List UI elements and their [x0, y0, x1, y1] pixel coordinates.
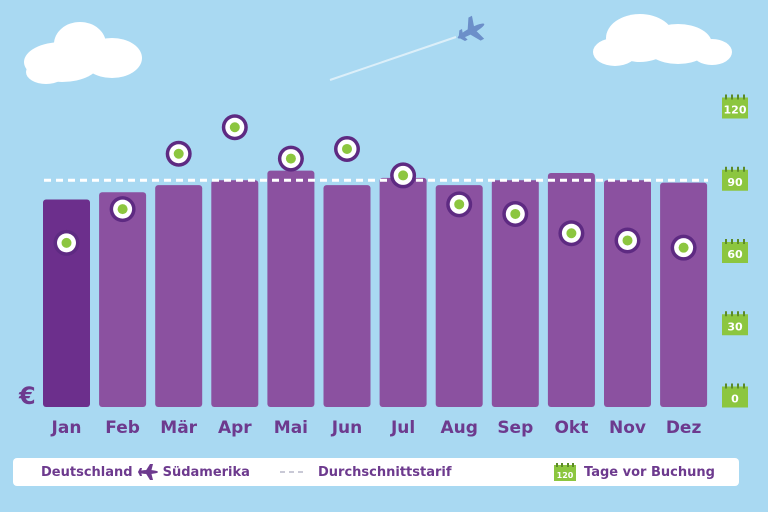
days-marker-10 [614, 227, 641, 254]
bar-9 [547, 173, 595, 407]
bar-6 [379, 177, 427, 407]
month-label-5: Jun [331, 418, 363, 438]
bar-8 [491, 180, 539, 407]
bar-3 [211, 180, 259, 407]
days-marker-11 [670, 234, 697, 261]
legend-days: 120 Tage vor Buchung [554, 458, 715, 486]
month-label-6: Jul [390, 418, 415, 438]
svg-text:30: 30 [727, 320, 743, 333]
svg-text:90: 90 [727, 176, 743, 189]
airplane-icon [329, 15, 485, 81]
bar-10 [604, 180, 651, 407]
days-marker-6 [390, 162, 417, 189]
svg-text:60: 60 [727, 248, 743, 261]
legend-route: Deutschland Südamerika [41, 458, 250, 486]
month-label-8: Sep [497, 418, 533, 438]
month-label-9: Okt [554, 418, 588, 438]
days-marker-0 [53, 229, 80, 256]
currency-symbol: € [18, 382, 36, 410]
days-marker-4 [277, 145, 304, 172]
legend-route-from: Deutschland [41, 464, 133, 480]
calendar-tick-60: 60 [722, 239, 748, 263]
days-marker-9 [558, 220, 585, 247]
legend-average-label: Durchschnittstarif [318, 464, 452, 480]
days-marker-1 [109, 196, 136, 223]
bar-0 [43, 199, 90, 407]
legend-days-label: Tage vor Buchung [584, 464, 715, 480]
cloud-icon [24, 22, 142, 84]
calendar-tick-120: 120 [722, 94, 748, 119]
bar-7 [435, 185, 483, 407]
bar-11 [660, 182, 708, 407]
calendar-icon: 120 [554, 463, 576, 481]
svg-text:120: 120 [557, 471, 574, 480]
calendar-tick-0: 0 [722, 383, 748, 408]
month-label-2: Mär [160, 418, 197, 438]
chart-legend: Deutschland Südamerika Durchschnittstari… [13, 458, 739, 486]
bar-2 [155, 185, 203, 407]
bar-5 [323, 185, 371, 407]
svg-text:120: 120 [724, 104, 747, 117]
cloud-icon [593, 14, 732, 66]
legend-route-to: Südamerika [162, 464, 250, 480]
bar-4 [267, 170, 315, 407]
month-label-3: Apr [218, 418, 252, 438]
days-marker-7 [446, 191, 473, 218]
month-label-1: Feb [105, 418, 140, 438]
month-label-4: Mai [274, 418, 308, 438]
month-label-11: Dez [666, 418, 702, 438]
calendar-tick-30: 30 [722, 311, 748, 336]
days-marker-3 [221, 114, 248, 141]
month-label-10: Nov [609, 418, 646, 438]
bar-1 [99, 192, 147, 407]
month-label-0: Jan [51, 418, 82, 438]
days-marker-8 [502, 200, 529, 227]
calendar-tick-90: 90 [722, 166, 748, 191]
month-label-7: Aug [440, 418, 477, 438]
airplane-icon [137, 464, 158, 480]
dashed-line-icon [280, 471, 306, 473]
days-marker-2 [165, 140, 192, 167]
days-marker-5 [334, 135, 360, 162]
svg-text:0: 0 [731, 393, 739, 406]
legend-average: Durchschnittstarif [280, 458, 452, 486]
